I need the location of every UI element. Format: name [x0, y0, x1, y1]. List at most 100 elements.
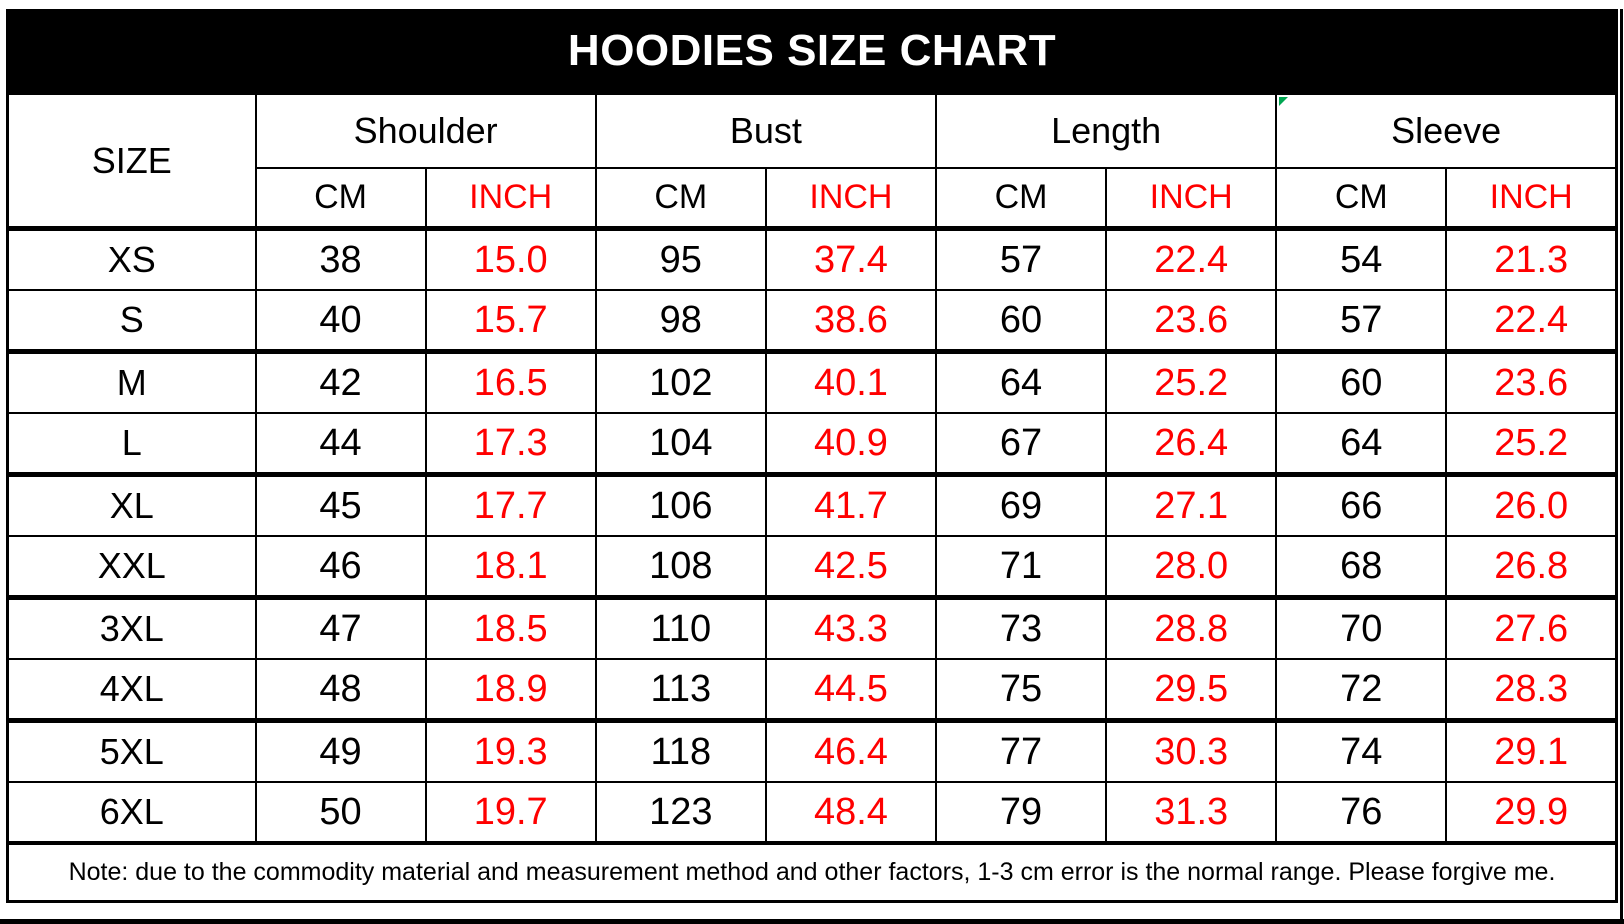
unit-header-shoulder-cm: CM: [254, 167, 427, 230]
col-header-sleeve: Sleeve: [1275, 92, 1618, 169]
cell-sleeve-cm: 70: [1275, 595, 1448, 660]
cell-length-inch: 23.6: [1105, 289, 1278, 353]
cell-length-cm: 79: [934, 781, 1108, 844]
cell-comment-marker-icon: [1279, 97, 1289, 106]
cell-length-inch: 22.4: [1105, 226, 1278, 291]
table-row: 6XL 50 19.7 123 48.4 79 31.3 76 29.9: [6, 781, 1618, 844]
cell-shoulder-cm: 50: [254, 781, 427, 844]
cell-bust-cm: 113: [594, 658, 767, 722]
cell-size: 4XL: [6, 658, 257, 722]
unit-header-length-inch: INCH: [1105, 167, 1278, 230]
cell-bust-inch: 40.9: [764, 412, 938, 476]
note-row: Note: due to the commodity material and …: [6, 841, 1618, 903]
unit-header-sleeve-inch: INCH: [1445, 167, 1618, 230]
cell-shoulder-cm: 48: [254, 658, 427, 722]
cell-sleeve-inch: 29.1: [1445, 718, 1618, 783]
cell-sleeve-inch: 22.4: [1445, 289, 1618, 353]
cell-length-cm: 73: [934, 595, 1108, 660]
cell-bust-inch: 48.4: [764, 781, 938, 844]
cell-shoulder-inch: 19.7: [424, 781, 597, 844]
cell-bust-inch: 44.5: [764, 658, 938, 722]
cell-size: XL: [6, 472, 257, 537]
cell-length-cm: 64: [934, 349, 1108, 414]
cell-sleeve-cm: 76: [1275, 781, 1448, 844]
cell-shoulder-inch: 18.9: [424, 658, 597, 722]
cell-shoulder-inch: 15.0: [424, 226, 597, 291]
cell-length-inch: 29.5: [1105, 658, 1278, 722]
table-row: 5XL 49 19.3 118 46.4 77 30.3 74 29.1: [6, 718, 1618, 783]
cell-sleeve-cm: 57: [1275, 289, 1448, 353]
cell-bust-inch: 41.7: [764, 472, 938, 537]
cell-shoulder-inch: 17.7: [424, 472, 597, 537]
table-row: 4XL 48 18.9 113 44.5 75 29.5 72 28.3: [6, 658, 1618, 722]
col-header-bust: Bust: [594, 92, 938, 169]
group-header-row: SIZE Shoulder Bust Length Sleeve: [6, 92, 1618, 230]
cell-shoulder-cm: 47: [254, 595, 427, 660]
unit-header-row: CM INCH CM INCH CM INCH CM INCH: [8, 167, 1618, 230]
note-text: Note: due to the commodity material and …: [6, 841, 1618, 903]
cell-length-cm: 69: [934, 472, 1108, 537]
cell-size: 6XL: [6, 781, 257, 844]
cell-sleeve-cm: 66: [1275, 472, 1448, 537]
cell-sleeve-inch: 28.3: [1445, 658, 1618, 722]
table-row: XXL 46 18.1 108 42.5 71 28.0 68 26.8: [6, 535, 1618, 599]
cell-shoulder-cm: 46: [254, 535, 427, 599]
cell-bust-cm: 108: [594, 535, 767, 599]
cell-bust-cm: 123: [594, 781, 767, 844]
cell-length-inch: 27.1: [1105, 472, 1278, 537]
cell-bust-cm: 118: [594, 718, 767, 783]
page-title: HOODIES SIZE CHART: [567, 25, 1057, 75]
cell-shoulder-cm: 40: [254, 289, 427, 353]
cell-bust-cm: 110: [594, 595, 767, 660]
cell-length-inch: 28.0: [1105, 535, 1278, 599]
cell-length-inch: 26.4: [1105, 412, 1278, 476]
cell-length-inch: 25.2: [1105, 349, 1278, 414]
size-chart-sheet: HOODIES SIZE CHART SIZE Shoulder Bust Le…: [6, 9, 1618, 903]
cell-bust-inch: 43.3: [764, 595, 938, 660]
cell-length-cm: 57: [934, 226, 1108, 291]
cell-bust-cm: 102: [594, 349, 767, 414]
cell-sleeve-inch: 25.2: [1445, 412, 1618, 476]
table-row: L 44 17.3 104 40.9 67 26.4 64 25.2: [6, 412, 1618, 476]
cell-shoulder-inch: 17.3: [424, 412, 597, 476]
cell-size: 5XL: [6, 718, 257, 783]
cell-sleeve-cm: 54: [1275, 226, 1448, 291]
cell-length-cm: 75: [934, 658, 1108, 722]
cell-sleeve-inch: 26.0: [1445, 472, 1618, 537]
cell-size: S: [6, 289, 257, 353]
unit-header-shoulder-inch: INCH: [424, 167, 597, 230]
unit-header-bust-cm: CM: [594, 167, 767, 230]
cell-shoulder-cm: 38: [254, 226, 427, 291]
cell-sleeve-cm: 74: [1275, 718, 1448, 783]
cell-bust-inch: 38.6: [764, 289, 938, 353]
cell-shoulder-cm: 44: [254, 412, 427, 476]
size-table: SIZE Shoulder Bust Length Sleeve CM INCH…: [6, 92, 1618, 903]
cell-shoulder-inch: 16.5: [424, 349, 597, 414]
cell-bust-cm: 106: [594, 472, 767, 537]
window-edge-right: [1620, 9, 1623, 924]
table-row: S 40 15.7 98 38.6 60 23.6 57 22.4: [6, 289, 1618, 353]
cell-shoulder-cm: 42: [254, 349, 427, 414]
cell-sleeve-cm: 64: [1275, 412, 1448, 476]
cell-shoulder-inch: 18.1: [424, 535, 597, 599]
chart-title-bar: HOODIES SIZE CHART: [6, 9, 1618, 92]
cell-bust-inch: 42.5: [764, 535, 938, 599]
cell-length-inch: 31.3: [1105, 781, 1278, 844]
unit-header-bust-inch: INCH: [764, 167, 938, 230]
unit-header-sleeve-cm: CM: [1275, 167, 1448, 230]
col-header-sleeve-label: Sleeve: [1391, 110, 1502, 151]
cell-length-cm: 71: [934, 535, 1108, 599]
cell-sleeve-cm: 60: [1275, 349, 1448, 414]
cell-length-cm: 67: [934, 412, 1108, 476]
cell-length-cm: 77: [934, 718, 1108, 783]
cell-sleeve-inch: 21.3: [1445, 226, 1618, 291]
cell-sleeve-cm: 68: [1275, 535, 1448, 599]
table-row: M 42 16.5 102 40.1 64 25.2 60 23.6: [6, 349, 1618, 414]
cell-bust-inch: 37.4: [764, 226, 938, 291]
cell-bust-inch: 40.1: [764, 349, 938, 414]
cell-sleeve-inch: 29.9: [1445, 781, 1618, 844]
cell-size: XS: [6, 226, 257, 291]
unit-header-length-cm: CM: [934, 167, 1108, 230]
cell-shoulder-inch: 15.7: [424, 289, 597, 353]
cell-shoulder-cm: 45: [254, 472, 427, 537]
